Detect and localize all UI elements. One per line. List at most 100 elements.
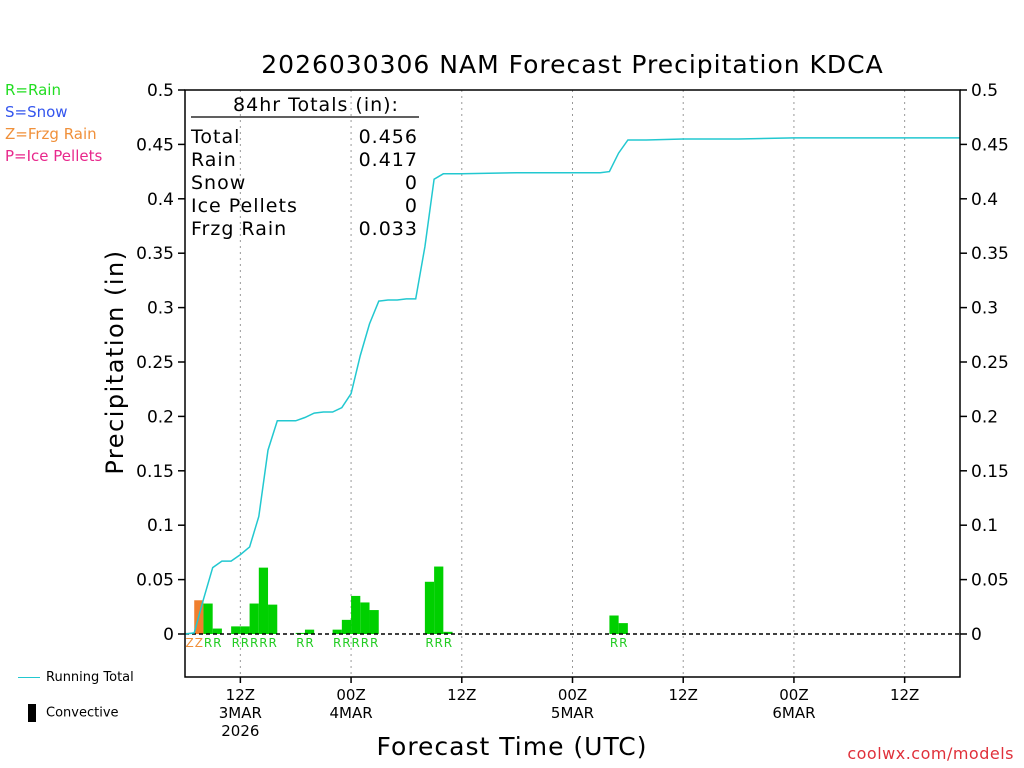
precip-bar	[268, 604, 278, 634]
totals-row-value: 0.456	[359, 126, 418, 148]
running-total-label: Running Total	[46, 670, 134, 685]
y-tick-label-left: 0.4	[147, 190, 174, 210]
precip-bar	[258, 567, 269, 634]
precip-bar	[434, 566, 444, 634]
precip-bar	[231, 626, 241, 634]
running-total-line-icon	[18, 677, 40, 678]
y-tick-label-left: 0.1	[147, 516, 174, 536]
running-total-legend: Running Total	[18, 670, 134, 685]
x-tick-label: 2026	[221, 722, 259, 740]
y-tick-label-right: 0.3	[971, 299, 998, 319]
x-tick-label: 12Z	[669, 686, 698, 704]
precip-type-label: Z	[195, 636, 203, 650]
precip-type-label: R	[305, 636, 313, 650]
y-tick-label-right: 0.1	[971, 516, 998, 536]
x-tick-label: 6MAR	[772, 704, 815, 722]
totals-row-value: 0.033	[359, 218, 418, 240]
x-tick-label: 12Z	[226, 686, 255, 704]
y-tick-label-right: 0.4	[971, 190, 998, 210]
precip-bar	[341, 619, 352, 634]
precip-bar	[424, 581, 435, 634]
precip-type-label: R	[370, 636, 378, 650]
precip-bar	[609, 615, 619, 634]
precip-type-label: R	[296, 636, 304, 650]
precip-type-label: R	[610, 636, 618, 650]
precip-bar	[304, 629, 315, 634]
y-tick-label-right: 0.25	[971, 353, 1009, 373]
totals-row-label: Rain	[191, 149, 237, 171]
precip-type-label: Z	[185, 636, 193, 650]
precip-type-label: R	[204, 636, 212, 650]
precip-type-legend: R=Rain S=Snow Z=Frzg Rain P=Ice Pellets	[5, 79, 102, 167]
x-tick-label: 5MAR	[551, 704, 594, 722]
y-tick-label-right: 0	[971, 625, 982, 645]
y-tick-label-left: 0.3	[147, 299, 174, 319]
x-tick-label: 12Z	[890, 686, 919, 704]
precip-bar	[360, 602, 370, 634]
precip-type-label: R	[268, 636, 276, 650]
totals-row-label: Snow	[191, 172, 246, 194]
y-tick-label-right: 0.2	[971, 407, 998, 427]
x-tick-label: 00Z	[779, 686, 808, 704]
y-tick-label-right: 0.05	[971, 571, 1009, 591]
totals-row-value: 0.417	[359, 149, 418, 171]
precip-bar	[212, 628, 222, 634]
convective-swatch-icon	[28, 704, 36, 722]
precip-type-label: R	[619, 636, 627, 650]
precip-type-label: R	[241, 636, 249, 650]
precip-type-label: R	[259, 636, 267, 650]
precip-bar	[249, 603, 259, 634]
totals-row-value: 0	[405, 172, 418, 194]
y-tick-label-left: 0.35	[136, 244, 174, 264]
precip-type-label: R	[435, 636, 443, 650]
precip-type-label: R	[333, 636, 341, 650]
legend-rain: R=Rain	[5, 81, 61, 99]
x-tick-label: 12Z	[447, 686, 476, 704]
precip-type-label: R	[250, 636, 258, 650]
x-tick-label: 4MAR	[329, 704, 372, 722]
x-tick-label: 00Z	[336, 686, 365, 704]
x-tick-label: 00Z	[558, 686, 587, 704]
legend-snow: S=Snow	[5, 103, 68, 121]
precip-bar	[351, 595, 361, 634]
x-axis-label: Forecast Time (UTC)	[376, 732, 648, 761]
precip-type-label: R	[425, 636, 433, 650]
y-tick-label-left: 0	[163, 625, 174, 645]
y-tick-label-right: 0.5	[971, 81, 998, 101]
y-tick-label-right: 0.45	[971, 135, 1009, 155]
convective-label: Convective	[46, 705, 119, 721]
precip-type-label: R	[352, 636, 360, 650]
legend-frzg-rain: Z=Frzg Rain	[5, 125, 97, 143]
y-tick-label-left: 0.15	[136, 462, 174, 482]
y-tick-label-left: 0.5	[147, 81, 174, 101]
precip-type-label: R	[444, 636, 452, 650]
y-tick-label-right: 0.15	[971, 462, 1009, 482]
precip-type-label: R	[232, 636, 240, 650]
credit-link[interactable]: coolwx.com/models	[847, 744, 1014, 763]
precip-bar	[618, 623, 628, 634]
y-tick-label-left: 0.05	[136, 571, 174, 591]
y-tick-label-left: 0.45	[136, 135, 174, 155]
y-axis-label: Precipitation (in)	[101, 249, 129, 474]
totals-row-label: Total	[190, 126, 240, 148]
running-total-line	[184, 137, 960, 635]
precip-bar	[240, 626, 250, 634]
totals-row-value: 0	[405, 195, 418, 217]
y-tick-label-left: 0.25	[136, 353, 174, 373]
totals-row-label: Frzg Rain	[191, 218, 287, 240]
chart-title: 2026030306 NAM Forecast Precipitation KD…	[261, 50, 884, 79]
precip-bar	[332, 629, 342, 634]
legend-ice-pellets: P=Ice Pellets	[5, 147, 103, 165]
x-tick-label: 3MAR	[219, 704, 262, 722]
totals-row-label: Ice Pellets	[191, 195, 298, 217]
precip-type-label: R	[342, 636, 350, 650]
precip-bar	[369, 610, 379, 634]
y-tick-label-right: 0.35	[971, 244, 1009, 264]
convective-legend: Convective	[28, 704, 119, 722]
precip-type-label: R	[213, 636, 221, 650]
precip-bar	[443, 631, 453, 634]
precip-bar	[203, 603, 213, 634]
y-tick-label-left: 0.2	[147, 407, 174, 427]
precip-type-label: R	[361, 636, 369, 650]
